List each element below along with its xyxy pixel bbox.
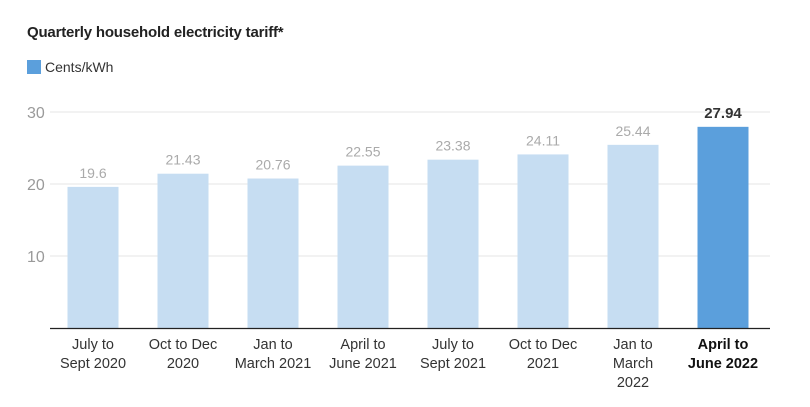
bar [247,178,299,328]
legend: Cents/kWh [27,59,113,75]
bar [427,159,479,328]
x-tick-label: April to June 2021 [329,337,397,372]
bars [67,126,749,328]
data-label: 27.94 [704,105,742,122]
data-label: 23.38 [435,138,470,154]
data-label: 19.6 [79,165,106,181]
bar [697,126,749,328]
bar [607,144,659,328]
y-tick-label: 30 [27,105,45,122]
y-tick-label: 10 [27,249,45,266]
data-label: 20.76 [255,157,290,173]
bar [337,165,389,328]
x-tick-label: Jan to March 2021 [235,337,312,372]
data-label: 21.43 [165,152,200,168]
y-axis-ticks: 10 20 30 [27,105,45,266]
x-tick-label: Oct to Dec 2020 [149,337,218,372]
x-tick-label: April to June 2022 [688,337,758,372]
bar [157,173,209,328]
y-tick-label: 20 [27,177,45,194]
chart-title: Quarterly household electricity tariff* [27,24,284,41]
x-axis-labels: July to Sept 2020 Oct to Dec 2020 Jan to Marc… [60,337,758,391]
value-labels: 19.6 21.43 20.76 22.55 23.38 24.11 25.44 27.94 [79,105,742,181]
x-tick-label: July to Sept 2020 [60,337,126,372]
bar [67,186,119,328]
data-label: 25.44 [615,123,650,139]
legend-label: Cents/kWh [45,59,114,75]
bar [517,154,569,328]
x-tick-label: July to Sept 2021 [420,337,486,372]
x-tick-label: Oct to Dec 2021 [509,337,578,372]
data-label: 22.55 [345,144,380,160]
data-label: 24.11 [526,132,560,148]
x-tick-label: Jan to March 2022 [613,337,653,391]
legend-swatch [27,60,41,74]
